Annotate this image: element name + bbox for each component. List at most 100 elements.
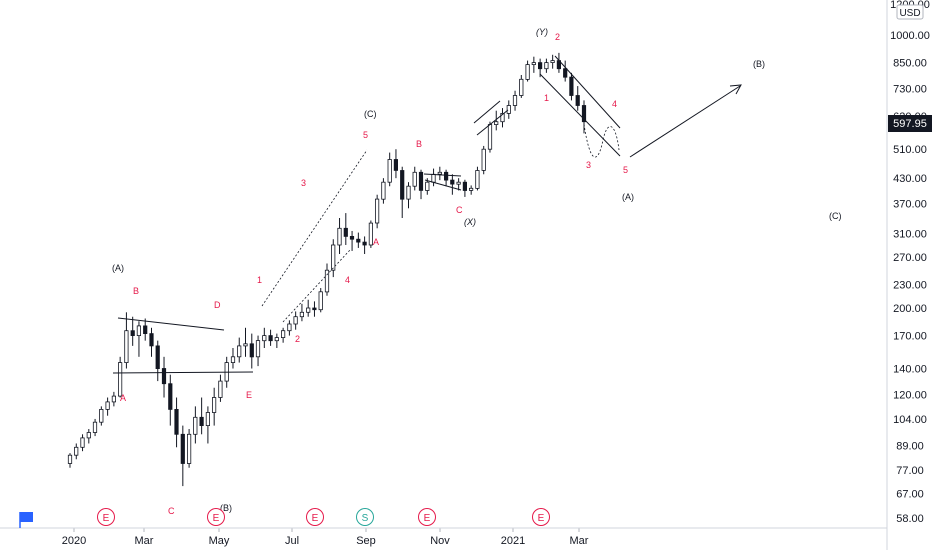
y-tick-label: 67.00 xyxy=(896,489,924,501)
wave-label: 4 xyxy=(612,99,617,109)
earnings-marker[interactable]: E xyxy=(306,508,324,526)
earnings-marker[interactable]: E xyxy=(97,508,115,526)
y-tick-label: 310.00 xyxy=(893,229,927,241)
candlestick xyxy=(487,121,493,153)
candlestick xyxy=(393,149,399,179)
y-tick-label: 77.00 xyxy=(896,465,924,477)
wedge-upper-line xyxy=(473,100,501,124)
candlestick xyxy=(124,312,129,369)
candlestick xyxy=(531,56,536,73)
projection-arrow-head xyxy=(729,84,742,95)
candlestick xyxy=(249,333,254,369)
candlestick xyxy=(205,406,210,444)
candlestick xyxy=(186,429,192,468)
candlestick xyxy=(268,329,273,346)
candlestick xyxy=(343,213,348,245)
candlestick xyxy=(287,320,292,336)
y-tick-label: 230.00 xyxy=(893,279,927,291)
currency-badge[interactable]: USD xyxy=(896,4,924,20)
y-tick-label: 140.00 xyxy=(893,364,927,376)
candlestick xyxy=(74,443,79,460)
projection-dotted-path xyxy=(583,123,620,158)
wave-label: 5 xyxy=(363,130,368,140)
candlestick xyxy=(149,327,154,357)
wave-label: 4 xyxy=(345,275,350,285)
y-tick-label: 58.00 xyxy=(896,513,924,525)
candlestick xyxy=(211,387,217,426)
candlestick xyxy=(136,321,141,357)
price-axis: 1200.001000.00850.00730.00620.00510.0043… xyxy=(890,0,930,525)
candlestick xyxy=(111,391,116,407)
candlestick xyxy=(99,406,104,426)
candlestick xyxy=(581,100,587,134)
x-tick-label: Jul xyxy=(285,535,299,547)
wave-label: 2 xyxy=(295,334,300,344)
y-tick-label: 430.00 xyxy=(893,173,927,185)
time-axis: 2020 Mar May Jul Sep Nov 2021 Mar xyxy=(62,535,589,547)
svg-text:S: S xyxy=(362,513,369,524)
candlestick xyxy=(563,60,568,82)
candlestick xyxy=(274,333,279,349)
earnings-marker[interactable]: E xyxy=(532,508,550,526)
wave-label: (C) xyxy=(829,211,842,221)
candlestick xyxy=(525,60,530,82)
candlestick xyxy=(456,178,461,191)
wave-label: B xyxy=(133,286,139,296)
wave-label: (B) xyxy=(220,503,232,513)
candlestick xyxy=(387,152,392,187)
wave-label: (B) xyxy=(753,59,765,69)
candlestick xyxy=(512,90,518,111)
candlestick xyxy=(280,327,286,343)
candlestick xyxy=(143,318,148,341)
flag-icon[interactable] xyxy=(19,512,33,528)
earnings-marker[interactable]: E xyxy=(418,508,436,526)
candlestick xyxy=(299,303,305,322)
candlestick xyxy=(67,453,73,468)
candlestick xyxy=(519,74,524,98)
candlestick xyxy=(193,406,198,444)
pattern-drawings xyxy=(112,55,742,374)
flag-lower-line xyxy=(424,179,462,191)
candlestick xyxy=(324,263,330,296)
wave-label: (Y) xyxy=(536,27,548,37)
candlestick xyxy=(306,299,311,317)
svg-text:E: E xyxy=(103,513,110,524)
svg-text:E: E xyxy=(538,513,545,524)
candlestick xyxy=(450,174,455,195)
candlestick xyxy=(500,108,505,128)
wave-label: 1 xyxy=(544,93,549,103)
x-tick-label: 2020 xyxy=(62,535,86,547)
candlestick xyxy=(362,236,367,254)
y-tick-label: 89.00 xyxy=(896,440,924,452)
candlestick xyxy=(400,166,405,219)
wave-label: B xyxy=(416,139,422,149)
y-tick-label: 370.00 xyxy=(893,199,927,211)
split-marker[interactable]: S xyxy=(356,508,374,526)
wave-label: (C) xyxy=(364,109,377,119)
candlestick xyxy=(237,337,242,363)
wave-label: 3 xyxy=(586,160,591,170)
candlestick xyxy=(494,110,499,131)
wave-label: D xyxy=(214,300,221,310)
wave-labels: A B C D E 1 2 3 4 5 A B C 1 2 3 4 5 (A) … xyxy=(112,27,842,516)
candlestick xyxy=(161,356,167,398)
y-tick-label: 850.00 xyxy=(893,58,927,70)
earnings-marker[interactable]: E xyxy=(207,508,225,526)
candlestick xyxy=(481,145,486,175)
last-price-marker: 597.95 xyxy=(888,115,932,132)
candlestick xyxy=(118,356,123,398)
wave-label: A xyxy=(120,393,126,403)
candlestick xyxy=(180,425,185,487)
candlestick xyxy=(368,220,374,248)
candlestick xyxy=(243,327,248,357)
wave-label: 5 xyxy=(623,165,628,175)
candlestick xyxy=(356,232,361,248)
candlestick xyxy=(130,316,135,346)
candlestick xyxy=(544,58,549,73)
channel-lower-dotted xyxy=(282,249,351,323)
candlestick xyxy=(92,418,98,437)
candlestick xyxy=(381,178,386,204)
svg-text:E: E xyxy=(213,513,220,524)
candlestick xyxy=(443,169,449,187)
